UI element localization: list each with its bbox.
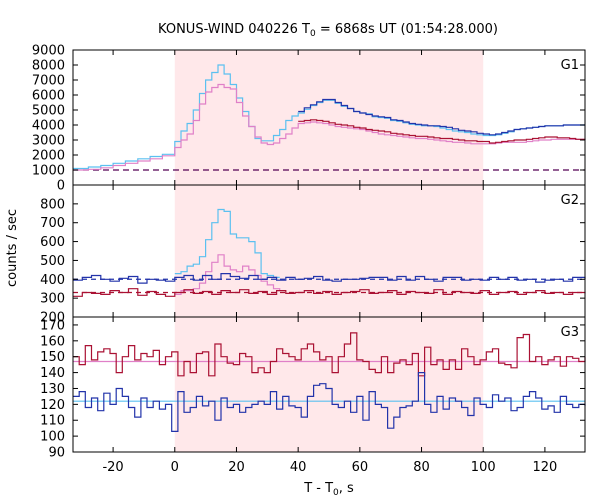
y-tick-label-G3-8: 170 xyxy=(40,318,65,333)
text-layer: 0100020003000400050006000700080009000G12… xyxy=(5,22,579,498)
panel-label-G2: G2 xyxy=(561,193,579,208)
panel-frame-G3 xyxy=(72,316,586,453)
y-tick-label-G3-5: 140 xyxy=(40,366,65,381)
series-G2-0 xyxy=(174,208,280,278)
x-tick-label-0: -20 xyxy=(102,460,123,475)
y-tick-label-G3-3: 120 xyxy=(40,398,65,413)
series-G2-1 xyxy=(174,254,281,295)
y-tick-label-G2-3: 500 xyxy=(40,254,65,269)
panel-label-G1: G1 xyxy=(561,58,579,73)
y-tick-label-G1-8: 8000 xyxy=(32,59,65,74)
series-G3-0 xyxy=(73,332,586,377)
y-tick-label-G3-2: 110 xyxy=(40,414,65,429)
series-G1-1 xyxy=(73,83,585,171)
y-tick-label-G1-9: 9000 xyxy=(32,44,65,59)
y-axis-title: counts / sec xyxy=(5,209,20,287)
panel-label-G3: G3 xyxy=(561,325,579,340)
x-tick-label-6: 100 xyxy=(471,460,496,475)
series-G2-2 xyxy=(73,273,586,284)
highlight-interval xyxy=(174,50,484,452)
y-tick-label-G2-5: 700 xyxy=(40,216,65,231)
x-tick-label-4: 60 xyxy=(352,460,369,475)
y-tick-label-G1-5: 5000 xyxy=(32,104,65,119)
y-tick-label-G3-4: 130 xyxy=(40,382,65,397)
x-tick-label-3: 40 xyxy=(290,460,307,475)
y-tick-label-G1-1: 1000 xyxy=(32,164,65,179)
series-G1-2 xyxy=(298,98,585,136)
y-tick-label-G2-0: 200 xyxy=(40,311,65,326)
chart-title: KONUS-WIND 040226 T0 = 6868s UT (01:54:2… xyxy=(158,22,498,39)
axes-layer xyxy=(72,49,586,453)
y-tick-label-G3-0: 90 xyxy=(48,446,65,461)
x-tick-label-1: 0 xyxy=(171,460,179,475)
y-tick-label-G1-0: 0 xyxy=(57,179,65,194)
y-tick-label-G2-1: 300 xyxy=(40,292,65,307)
y-tick-label-G3-7: 160 xyxy=(40,334,65,349)
y-tick-label-G1-4: 4000 xyxy=(32,119,65,134)
x-tick-label-5: 80 xyxy=(413,460,430,475)
y-tick-label-G1-3: 3000 xyxy=(32,134,65,149)
y-tick-label-G1-7: 7000 xyxy=(32,74,65,89)
series-G2-3 xyxy=(73,288,586,297)
y-tick-label-G2-4: 600 xyxy=(40,235,65,250)
y-tick-label-G1-2: 2000 xyxy=(32,149,65,164)
y-tick-label-G3-6: 150 xyxy=(40,350,65,365)
y-tick-label-G2-2: 400 xyxy=(40,273,65,288)
series-G1-3 xyxy=(298,119,586,144)
y-tick-label-G3-1: 100 xyxy=(40,430,65,445)
y-tick-label-G2-6: 800 xyxy=(40,197,65,212)
x-tick-label-2: 20 xyxy=(228,460,245,475)
highlight-layer xyxy=(174,50,484,452)
x-axis-title: T - T0, s xyxy=(303,481,354,498)
y-tick-label-G1-6: 6000 xyxy=(32,89,65,104)
series-layer xyxy=(73,64,586,432)
series-G3-1 xyxy=(73,372,586,432)
x-tick-label-7: 120 xyxy=(532,460,557,475)
